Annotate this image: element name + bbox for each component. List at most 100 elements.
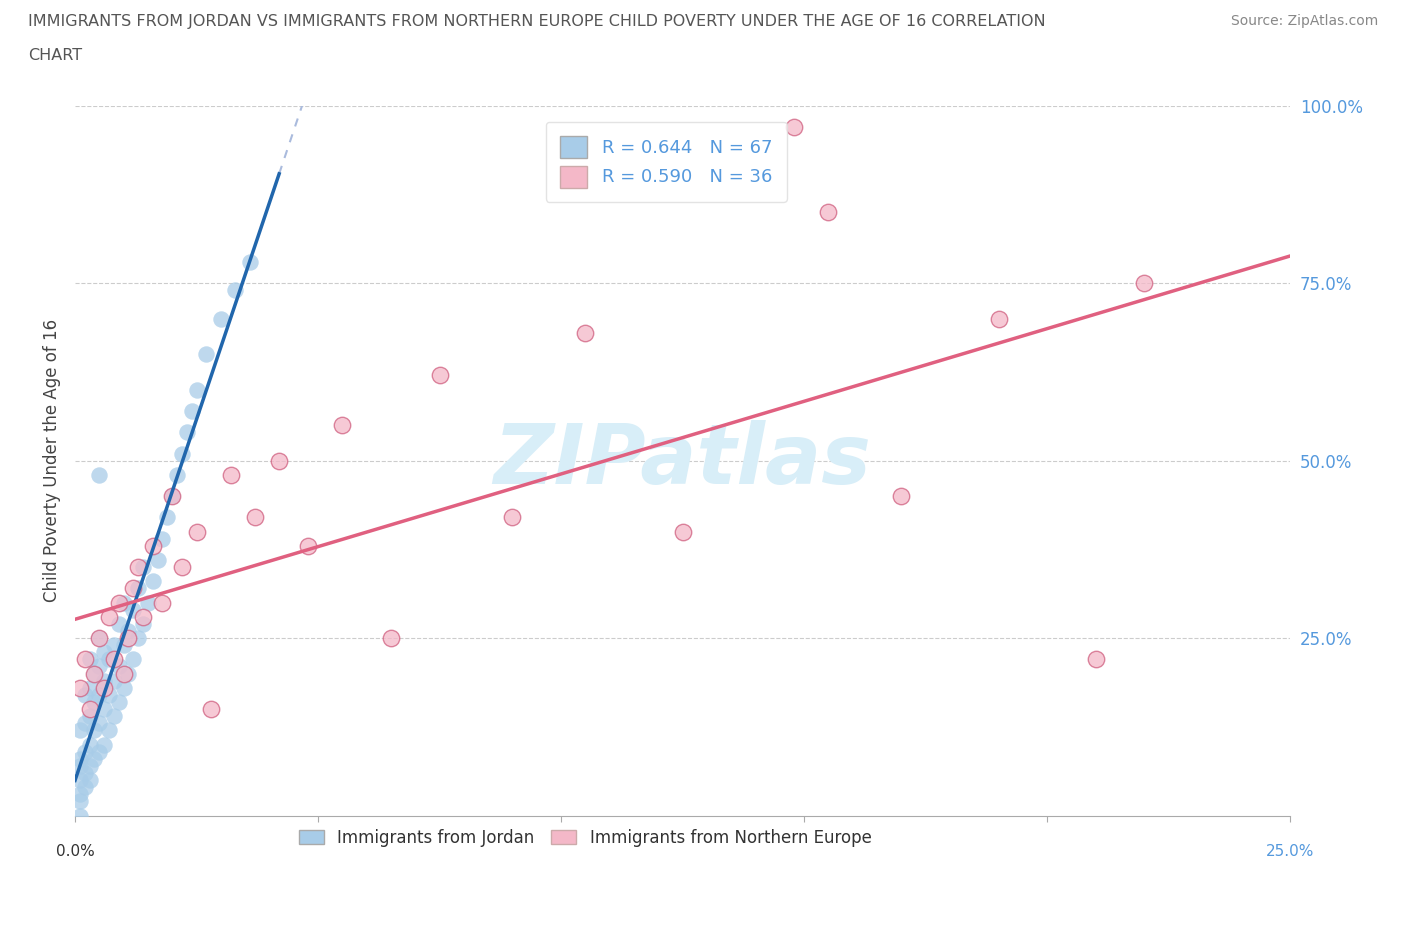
Text: Source: ZipAtlas.com: Source: ZipAtlas.com xyxy=(1230,14,1378,28)
Point xyxy=(170,560,193,575)
Point xyxy=(69,773,91,788)
Point xyxy=(219,468,242,483)
Point xyxy=(98,652,121,667)
Point xyxy=(117,666,139,681)
Point xyxy=(501,510,523,525)
Point xyxy=(73,652,96,667)
Point xyxy=(429,368,451,383)
Point xyxy=(132,609,155,624)
Point xyxy=(79,652,101,667)
Point xyxy=(89,468,111,483)
Point xyxy=(817,205,839,219)
Point xyxy=(112,681,135,696)
Point xyxy=(93,644,115,659)
Point xyxy=(783,120,806,135)
Point xyxy=(152,531,174,546)
Point xyxy=(142,574,165,589)
Point xyxy=(103,652,125,667)
Point xyxy=(89,687,111,702)
Point xyxy=(1084,652,1107,667)
Point xyxy=(132,617,155,631)
Point xyxy=(89,744,111,759)
Point xyxy=(69,759,91,774)
Point xyxy=(69,787,91,802)
Point xyxy=(127,631,149,645)
Point xyxy=(73,779,96,794)
Point xyxy=(176,425,198,440)
Point xyxy=(83,723,105,737)
Point xyxy=(93,701,115,716)
Point xyxy=(160,488,183,503)
Point xyxy=(79,773,101,788)
Point xyxy=(890,488,912,503)
Point xyxy=(73,744,96,759)
Point xyxy=(98,609,121,624)
Point xyxy=(107,695,129,710)
Text: IMMIGRANTS FROM JORDAN VS IMMIGRANTS FROM NORTHERN EUROPE CHILD POVERTY UNDER TH: IMMIGRANTS FROM JORDAN VS IMMIGRANTS FRO… xyxy=(28,14,1046,29)
Point xyxy=(122,652,145,667)
Point xyxy=(224,283,246,298)
Text: ZIPatlas: ZIPatlas xyxy=(494,420,872,501)
Point xyxy=(103,673,125,688)
Point xyxy=(269,453,291,468)
Text: 25.0%: 25.0% xyxy=(1265,844,1315,859)
Point xyxy=(112,638,135,653)
Y-axis label: Child Poverty Under the Age of 16: Child Poverty Under the Age of 16 xyxy=(44,319,60,603)
Point xyxy=(380,631,402,645)
Point xyxy=(142,538,165,553)
Point xyxy=(152,595,174,610)
Point xyxy=(180,404,202,418)
Point xyxy=(98,723,121,737)
Point xyxy=(73,765,96,780)
Point xyxy=(83,695,105,710)
Point xyxy=(98,687,121,702)
Point xyxy=(127,560,149,575)
Point xyxy=(89,716,111,731)
Text: 0.0%: 0.0% xyxy=(56,844,94,859)
Point xyxy=(73,716,96,731)
Point xyxy=(146,552,169,567)
Point xyxy=(79,709,101,724)
Point xyxy=(69,681,91,696)
Point xyxy=(79,737,101,752)
Point xyxy=(89,631,111,645)
Point xyxy=(79,701,101,716)
Point xyxy=(156,510,179,525)
Point xyxy=(132,560,155,575)
Point xyxy=(170,446,193,461)
Point xyxy=(89,659,111,674)
Point xyxy=(243,510,266,525)
Point xyxy=(186,382,208,397)
Point xyxy=(200,701,222,716)
Point xyxy=(574,326,596,340)
Point xyxy=(239,255,262,270)
Point xyxy=(69,751,91,766)
Point xyxy=(107,659,129,674)
Point xyxy=(103,638,125,653)
Point xyxy=(69,808,91,823)
Point xyxy=(127,581,149,596)
Text: CHART: CHART xyxy=(28,48,82,63)
Point xyxy=(297,538,319,553)
Point xyxy=(79,681,101,696)
Point xyxy=(1133,275,1156,290)
Point xyxy=(83,751,105,766)
Point xyxy=(93,673,115,688)
Point xyxy=(987,312,1010,326)
Point xyxy=(69,723,91,737)
Point xyxy=(117,623,139,638)
Point xyxy=(186,525,208,539)
Legend: Immigrants from Jordan, Immigrants from Northern Europe: Immigrants from Jordan, Immigrants from … xyxy=(292,822,879,854)
Point xyxy=(89,631,111,645)
Point xyxy=(112,595,135,610)
Point xyxy=(73,687,96,702)
Point xyxy=(160,488,183,503)
Point xyxy=(103,709,125,724)
Point xyxy=(122,581,145,596)
Point xyxy=(671,525,693,539)
Point xyxy=(122,603,145,618)
Point xyxy=(117,631,139,645)
Point xyxy=(93,737,115,752)
Point xyxy=(107,617,129,631)
Point xyxy=(136,595,159,610)
